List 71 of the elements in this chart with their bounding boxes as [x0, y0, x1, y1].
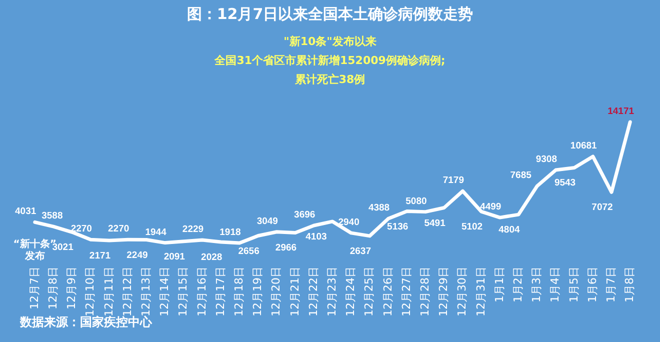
- x-tick-label: 12月9日: [65, 266, 78, 310]
- data-label: 4804: [498, 224, 520, 236]
- x-tick-label: 12月20日: [270, 266, 283, 316]
- data-label: 4388: [368, 202, 390, 214]
- data-label: 9543: [554, 178, 576, 189]
- x-tick-label: 1月2日: [512, 266, 525, 302]
- text: 累计死亡38例: [294, 73, 366, 86]
- x-tick-label: 1月8日: [623, 266, 636, 302]
- x-tick-label: 12月26日: [381, 266, 394, 316]
- x-tick-label: 12月13日: [139, 266, 152, 316]
- chart-title: 图：12月7日以来全国本土确诊病例数走势: [186, 5, 474, 23]
- data-label: 3021: [52, 242, 74, 254]
- data-label: 7179: [442, 175, 464, 186]
- data-label: 7072: [592, 202, 613, 214]
- data-label: 5102: [461, 222, 483, 233]
- text: "新10条"发布以来: [284, 35, 376, 48]
- data-label: 5491: [424, 218, 446, 229]
- data-label: 2249: [126, 250, 148, 261]
- x-tick-label: 12月16日: [195, 266, 208, 316]
- x-tick-label: 12月7日: [28, 266, 41, 310]
- x-tick-label: 12月23日: [326, 266, 338, 316]
- data-label: 2270: [70, 224, 92, 235]
- data-label: 2171: [89, 250, 112, 262]
- data-label: 2229: [182, 224, 204, 235]
- x-tick-label: 12月27日: [400, 266, 413, 316]
- x-tick-label: 1月3日: [530, 266, 544, 302]
- x-tick-label: 12月11日: [102, 266, 116, 316]
- data-label: 9308: [536, 154, 557, 166]
- x-tick-label: 12月12日: [120, 266, 134, 316]
- x-tick-label: 12月19日: [251, 266, 264, 316]
- data-label: 7685: [510, 170, 532, 182]
- data-label: 3049: [256, 216, 278, 227]
- x-tick-label: 12月25日: [362, 266, 376, 316]
- x-tick-label: 12月24日: [344, 266, 358, 316]
- x-tick-label: 1月7日: [604, 266, 618, 302]
- x-tick-label: 1月1日: [492, 266, 506, 302]
- source-note: 数据来源：国家疾控中心: [19, 315, 153, 329]
- data-label: 2091: [164, 251, 186, 262]
- data-label: 2028: [201, 252, 222, 263]
- data-label: 4103: [306, 231, 327, 242]
- data-label: 5136: [387, 221, 408, 232]
- x-tick-label: 1月4日: [548, 266, 562, 302]
- data-label: 3588: [42, 210, 63, 222]
- x-tick-label: 12月14日: [158, 266, 172, 316]
- x-tick-label: 12月31日: [474, 266, 488, 316]
- data-label: 14171: [608, 106, 635, 117]
- data-label: 10681: [570, 140, 598, 152]
- x-tick-label: 12月28日: [418, 266, 432, 316]
- x-tick-label: 12月17日: [214, 266, 227, 316]
- x-tick-label: 1月5日: [567, 266, 580, 302]
- x-tick-label: 12月10日: [84, 266, 97, 316]
- x-tick-label: 12月21日: [288, 266, 302, 316]
- x-tick-label: 12月29日: [437, 266, 450, 316]
- x-tick-label: 12月18日: [232, 266, 246, 316]
- data-label: 3696: [294, 209, 316, 220]
- x-tick-label: 12月22日: [306, 266, 320, 316]
- data-label: 2940: [338, 216, 360, 228]
- data-label: 4031: [15, 206, 37, 218]
- data-label: 1944: [145, 226, 168, 238]
- data-label: 2966: [275, 242, 297, 254]
- x-tick-label: 1月6日: [586, 266, 599, 302]
- data-label: 5080: [406, 196, 427, 207]
- data-label: 2656: [238, 246, 260, 257]
- x-tick-label: 12月30日: [456, 266, 469, 316]
- x-tick-label: 12月15日: [176, 266, 190, 316]
- data-label: 4499: [480, 202, 502, 213]
- x-tick-label: 12月8日: [46, 266, 60, 310]
- text: 全国31个省区市累计新增152009例确诊病例;: [214, 54, 446, 67]
- data-label: 2637: [350, 246, 371, 257]
- data-label: 1918: [220, 227, 241, 238]
- data-label: 2270: [108, 224, 130, 235]
